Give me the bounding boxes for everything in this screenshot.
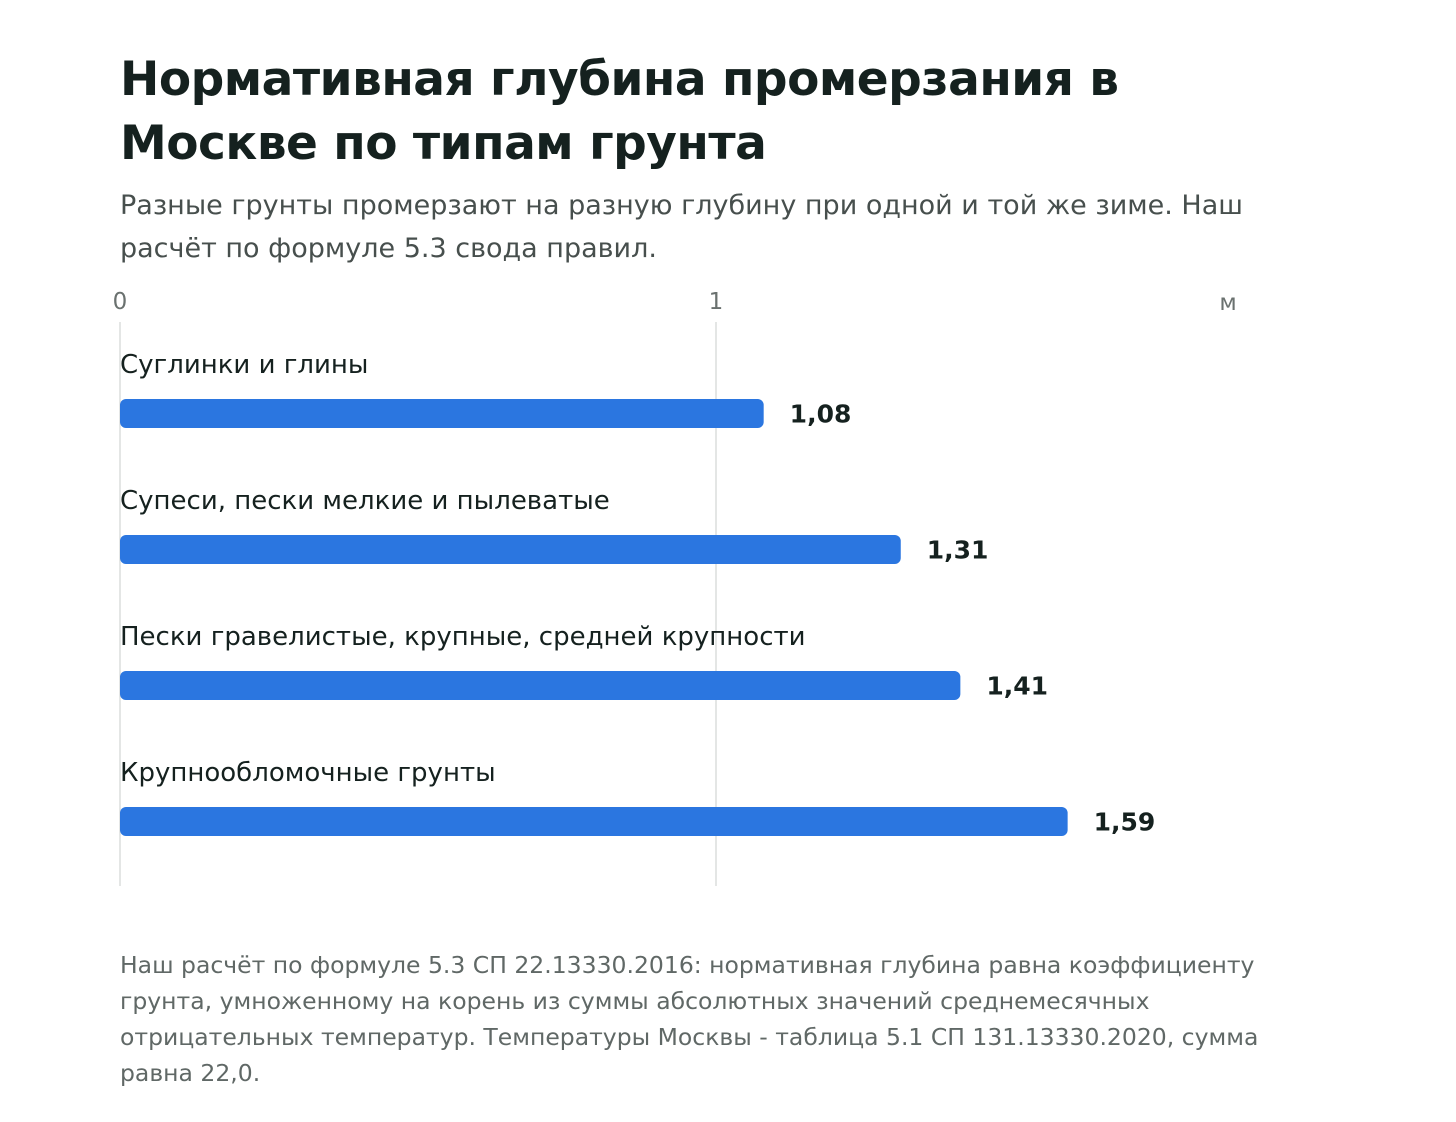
chart-title: Нормативная глубина промерзания в Москве… <box>120 52 1119 171</box>
x-tick-label: 0 <box>113 289 128 315</box>
bar <box>120 399 764 428</box>
chart-footnote: Наш расчёт по формуле 5.3 СП 22.13330.20… <box>120 951 1259 1087</box>
x-tick-label: 1 <box>709 289 724 315</box>
category-label: Суглинки и глины <box>120 350 368 380</box>
category-label: Супеси, пески мелкие и пылеватые <box>120 486 610 516</box>
category-label: Крупнообломочные грунты <box>120 758 496 788</box>
value-label: 1,59 <box>1094 808 1156 837</box>
bar-chart: 0 1 м Суглинки и глины 1,08 Супеси, пески мел… <box>113 289 1237 886</box>
bar <box>120 807 1068 836</box>
bar <box>120 671 961 700</box>
value-label: 1,41 <box>986 672 1048 701</box>
x-axis-unit: м <box>1219 290 1236 316</box>
value-label: 1,31 <box>927 536 989 565</box>
category-label: Пески гравелистые, крупные, средней круп… <box>120 622 806 652</box>
chart-subtitle: Разные грунты промерзают на разную глуби… <box>120 190 1243 264</box>
bar <box>120 535 901 564</box>
value-label: 1,08 <box>790 400 852 429</box>
